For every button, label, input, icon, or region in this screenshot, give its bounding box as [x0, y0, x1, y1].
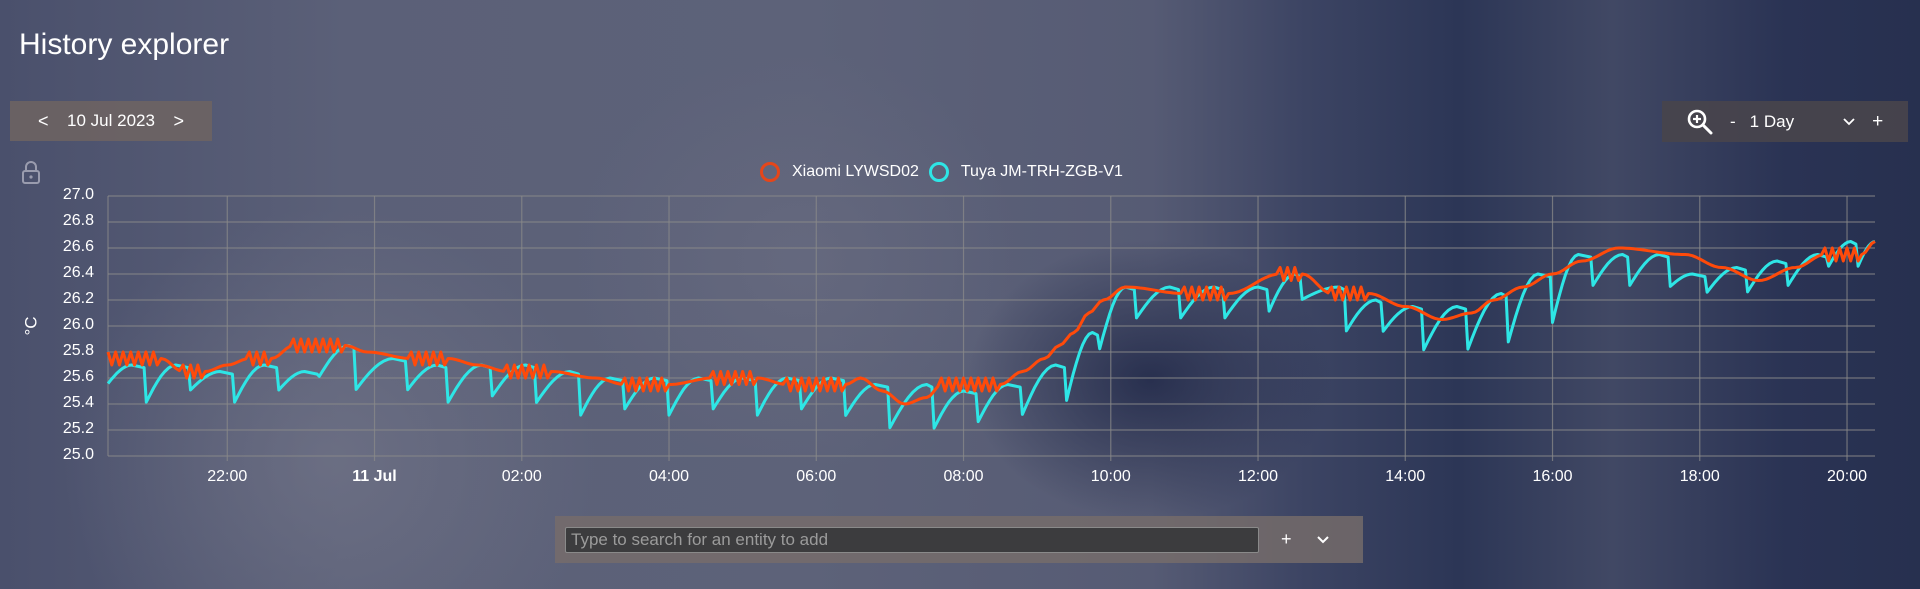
chevron-down-icon[interactable]: [1316, 535, 1330, 545]
y-tick-label: 25.6: [62, 368, 94, 385]
date-navigator: < 10 Jul 2023 >: [10, 101, 212, 141]
x-tick-label: 22:00: [207, 468, 248, 485]
entity-search-bar: +: [555, 516, 1363, 563]
entity-search-input[interactable]: [565, 526, 1259, 553]
y-tick-label: 25.0: [62, 446, 94, 463]
x-tick-label: 14:00: [1385, 468, 1426, 485]
y-tick-label: 26.8: [62, 212, 94, 229]
prev-date-button[interactable]: <: [38, 110, 49, 131]
x-tick-label: 04:00: [648, 468, 690, 485]
x-tick-label: 20:00: [1826, 468, 1868, 485]
x-tick-label: 06:00: [796, 468, 837, 485]
increase-range-button[interactable]: +: [1872, 110, 1884, 132]
x-tick-label: 02:00: [501, 468, 542, 485]
x-tick-label: 16:00: [1532, 468, 1573, 485]
current-date[interactable]: 10 Jul 2023: [67, 111, 155, 130]
range-value[interactable]: 1 Day: [1749, 111, 1795, 131]
y-tick-label: 25.8: [62, 342, 94, 359]
y-tick-label: 26.6: [62, 238, 94, 255]
chart-legend: Xiaomi LYWSD02 Tuya JM-TRH-ZGB-V1: [760, 162, 1133, 182]
chevron-down-icon[interactable]: [1842, 117, 1856, 127]
series-line-xiaomi[interactable]: [106, 240, 1876, 406]
y-tick-label: 25.4: [62, 394, 94, 411]
x-tick-label: 12:00: [1237, 468, 1279, 485]
zoom-in-icon[interactable]: [1686, 108, 1714, 136]
lock-icon[interactable]: [20, 160, 42, 186]
page-title: History explorer: [19, 28, 230, 61]
y-tick-label: 26.2: [62, 290, 94, 307]
legend-swatch-tuya: [928, 162, 949, 182]
series-line-tuya[interactable]: [106, 240, 1876, 430]
next-date-button[interactable]: >: [173, 110, 184, 131]
y-tick-label: 27.0: [62, 186, 94, 203]
legend-label-tuya: Tuya JM-TRH-ZGB-V1: [960, 163, 1123, 180]
x-tick-label: 08:00: [943, 468, 984, 485]
decrease-range-button[interactable]: -: [1730, 111, 1736, 131]
x-tick-label: 10:00: [1090, 468, 1131, 485]
x-tick-label: 11 Jul: [352, 468, 397, 485]
legend-label-xiaomi: Xiaomi LYWSD02: [792, 163, 919, 180]
range-control: - 1 Day +: [1662, 101, 1908, 142]
y-tick-label: 25.2: [62, 420, 94, 437]
y-tick-label: 26.4: [62, 264, 94, 281]
legend-swatch-xiaomi: [760, 162, 780, 182]
legend-item-xiaomi[interactable]: Xiaomi LYWSD02: [760, 162, 919, 182]
y-tick-label: 26.0: [62, 316, 94, 333]
x-tick-label: 18:00: [1679, 468, 1720, 485]
add-entity-button[interactable]: +: [1281, 529, 1292, 549]
legend-item-tuya[interactable]: Tuya JM-TRH-ZGB-V1: [928, 162, 1123, 182]
